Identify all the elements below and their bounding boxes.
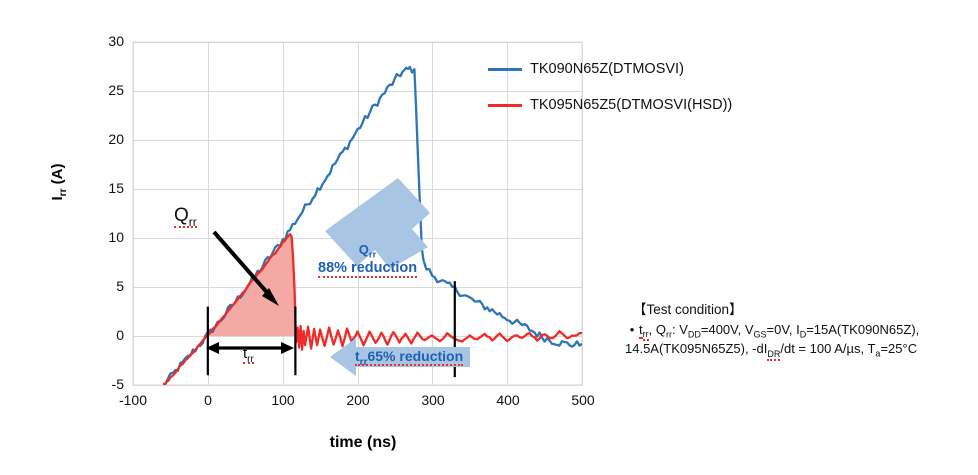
y-tick-20: 20 (108, 131, 124, 147)
x-axis-title: time (ns) (329, 434, 397, 451)
x-tick-400: 400 (496, 392, 520, 408)
annotation-trr-reduction: trr65% reduction (355, 348, 464, 368)
plot-border (132, 41, 583, 386)
trr-dimension-arrow (206, 342, 294, 354)
test-condition-block: 【Test condition】 • trr, Qrr: VDD=400V, V… (625, 300, 973, 361)
test-condition-bullet-row: • trr, Qrr: VDD=400V, VGS=0V, ID=15A(TK0… (625, 321, 973, 342)
y-axis-title: Irr (A) (49, 163, 69, 201)
y-tick-neg5: -5 (111, 376, 124, 392)
legend-label-tk090n65z: TK090N65Z(DTMOSVI) (530, 61, 684, 77)
legend-label-tk095n65z5: TK095N65Z5(DTMOSVI(HSD)) (530, 97, 733, 113)
test-condition-title: 【Test condition】 (633, 302, 743, 317)
test-condition-text-line2: 14.5A(TK095N65Z5), -dIDR/dt = 100 A/µs, … (625, 341, 918, 361)
legend-swatch-blue (488, 67, 522, 71)
legend-swatch-red (488, 103, 522, 107)
chart-svg (132, 41, 583, 386)
y-tick-0: 0 (116, 327, 124, 343)
x-tick-neg100: -100 (118, 392, 148, 408)
y-tick-25: 25 (108, 82, 124, 98)
chart-area: Irr (A) time (ns) 30 25 20 15 10 5 0 -5 … (49, 33, 732, 451)
x-tick-500: 500 (571, 392, 595, 408)
qrr-fill-region (207, 235, 296, 336)
x-tick-0: 0 (204, 392, 212, 408)
x-tick-200: 200 (346, 392, 370, 408)
qrr-reduction-arrow (325, 178, 430, 269)
qrr-pointer-arrow (212, 230, 279, 306)
y-tick-10: 10 (108, 229, 124, 245)
legend-item-tk090n65z: TK090N65Z(DTMOSVI) (488, 56, 732, 82)
bullet-marker: • (629, 321, 635, 337)
series-line-tk095n65z5 (163, 233, 582, 385)
trr-reduction-arrow (330, 338, 470, 376)
y-tick-15: 15 (108, 180, 124, 196)
legend-item-tk095n65z5: TK095N65Z5(DTMOSVI(HSD)) (488, 92, 732, 118)
x-tick-300: 300 (421, 392, 445, 408)
test-condition-text: trr, Qrr: VDD=400V, VGS=0V, ID=15A(TK090… (639, 321, 920, 342)
chart-legend: TK090N65Z(DTMOSVI) TK095N65Z5(DTMOSVI(HS… (488, 56, 732, 128)
annotation-qrr-label: Qrr (174, 205, 197, 229)
x-tick-100: 100 (271, 392, 295, 408)
annotation-qrr-reduction: Qrr 88% reduction (318, 242, 418, 278)
y-tick-30: 30 (108, 33, 124, 49)
annotation-trr-label: trr (243, 345, 254, 365)
y-tick-5: 5 (116, 278, 124, 294)
